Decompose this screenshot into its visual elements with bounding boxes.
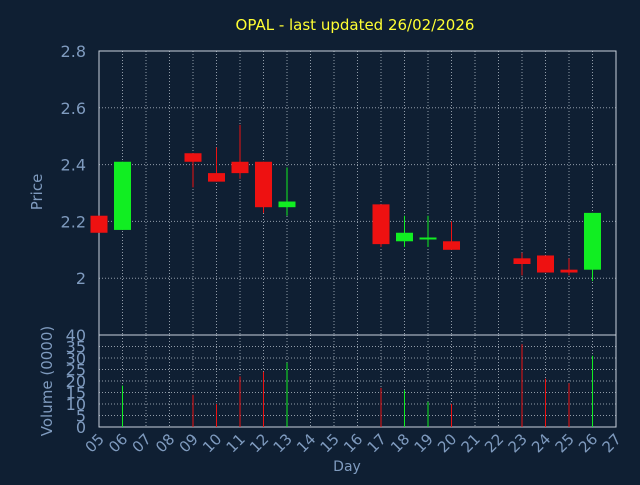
candle-body — [443, 241, 460, 250]
candle-body — [372, 204, 390, 245]
candle-body — [278, 201, 296, 208]
candle-body — [396, 232, 413, 242]
candle-body — [231, 161, 249, 174]
volume-tick-label: 10 — [66, 395, 86, 414]
price-tick-label: 2.2 — [61, 212, 86, 231]
candle-body — [208, 173, 225, 182]
candle-body — [90, 215, 108, 233]
price-tick-label: 2.4 — [61, 156, 86, 175]
price-tick-label: 2.6 — [61, 99, 86, 118]
volume-tick-label: 0 — [76, 418, 86, 437]
volume-tick-label: 25 — [66, 361, 86, 380]
volume-tick-label: 30 — [66, 349, 86, 368]
candle-body — [560, 269, 578, 273]
x-axis: 0506070809101112131415161718192021222324… — [82, 430, 625, 456]
price-tick-label: 2 — [76, 269, 86, 288]
x-axis-label: Day — [333, 459, 361, 475]
chart-title: OPAL - last updated 26/02/2026 — [236, 16, 475, 34]
volume-tick-label: 15 — [66, 384, 86, 403]
price-tick-label: 2.8 — [61, 42, 86, 61]
price-axis-label: Price — [28, 174, 46, 211]
volume-tick-label: 35 — [66, 338, 86, 357]
candle-body — [584, 212, 601, 270]
candle-body — [114, 161, 131, 230]
volume-tick-label: 20 — [66, 372, 86, 391]
price-panel: 2.8 2.6 2.4 2.2 2 — [61, 42, 617, 336]
candle-body — [255, 161, 272, 208]
volume-axis-label: Volume (0000) — [38, 326, 56, 436]
volume-tick-label: 40 — [66, 326, 86, 345]
candle-body — [184, 153, 202, 162]
candle-body — [513, 258, 531, 264]
volume-tick-label: 5 — [76, 407, 86, 426]
candle-body — [537, 255, 554, 273]
